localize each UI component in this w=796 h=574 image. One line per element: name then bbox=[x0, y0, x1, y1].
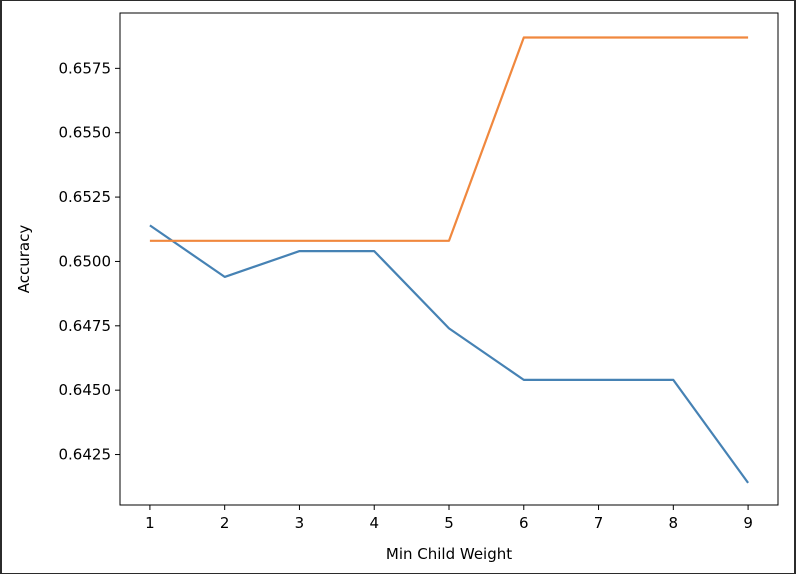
x-tick-label: 8 bbox=[669, 514, 679, 532]
series-layer bbox=[149, 36, 749, 484]
y-tick-label: 0.6550 bbox=[59, 124, 112, 142]
y-tick-label: 0.6425 bbox=[59, 446, 112, 464]
x-tick-label: 5 bbox=[444, 514, 454, 532]
y-tick-label: 0.6525 bbox=[59, 188, 112, 206]
plot-area bbox=[119, 12, 779, 506]
y-tick-label: 0.6500 bbox=[59, 252, 112, 270]
y-tick-label: 0.6575 bbox=[59, 59, 112, 77]
x-axis: 1 2 3 4 5 6 7 8 9 bbox=[145, 505, 753, 532]
series-line-2 bbox=[149, 36, 749, 242]
y-axis: 0.6425 0.6450 0.6475 0.6500 0.6525 0.6550 0.65… bbox=[59, 59, 120, 464]
y-axis-title: Accuracy bbox=[15, 225, 33, 294]
x-axis-title: Min Child Weight bbox=[386, 545, 512, 563]
x-tick-label: 1 bbox=[145, 514, 155, 532]
x-tick-label: 4 bbox=[369, 514, 379, 532]
x-tick-label: 6 bbox=[519, 514, 529, 532]
x-tick-label: 3 bbox=[295, 514, 305, 532]
x-tick-label: 7 bbox=[594, 514, 604, 532]
x-tick-label: 9 bbox=[743, 514, 753, 532]
x-tick-label: 2 bbox=[220, 514, 230, 532]
series-line-1 bbox=[149, 224, 749, 484]
y-tick-label: 0.6475 bbox=[59, 317, 112, 335]
y-tick-label: 0.6450 bbox=[59, 381, 112, 399]
